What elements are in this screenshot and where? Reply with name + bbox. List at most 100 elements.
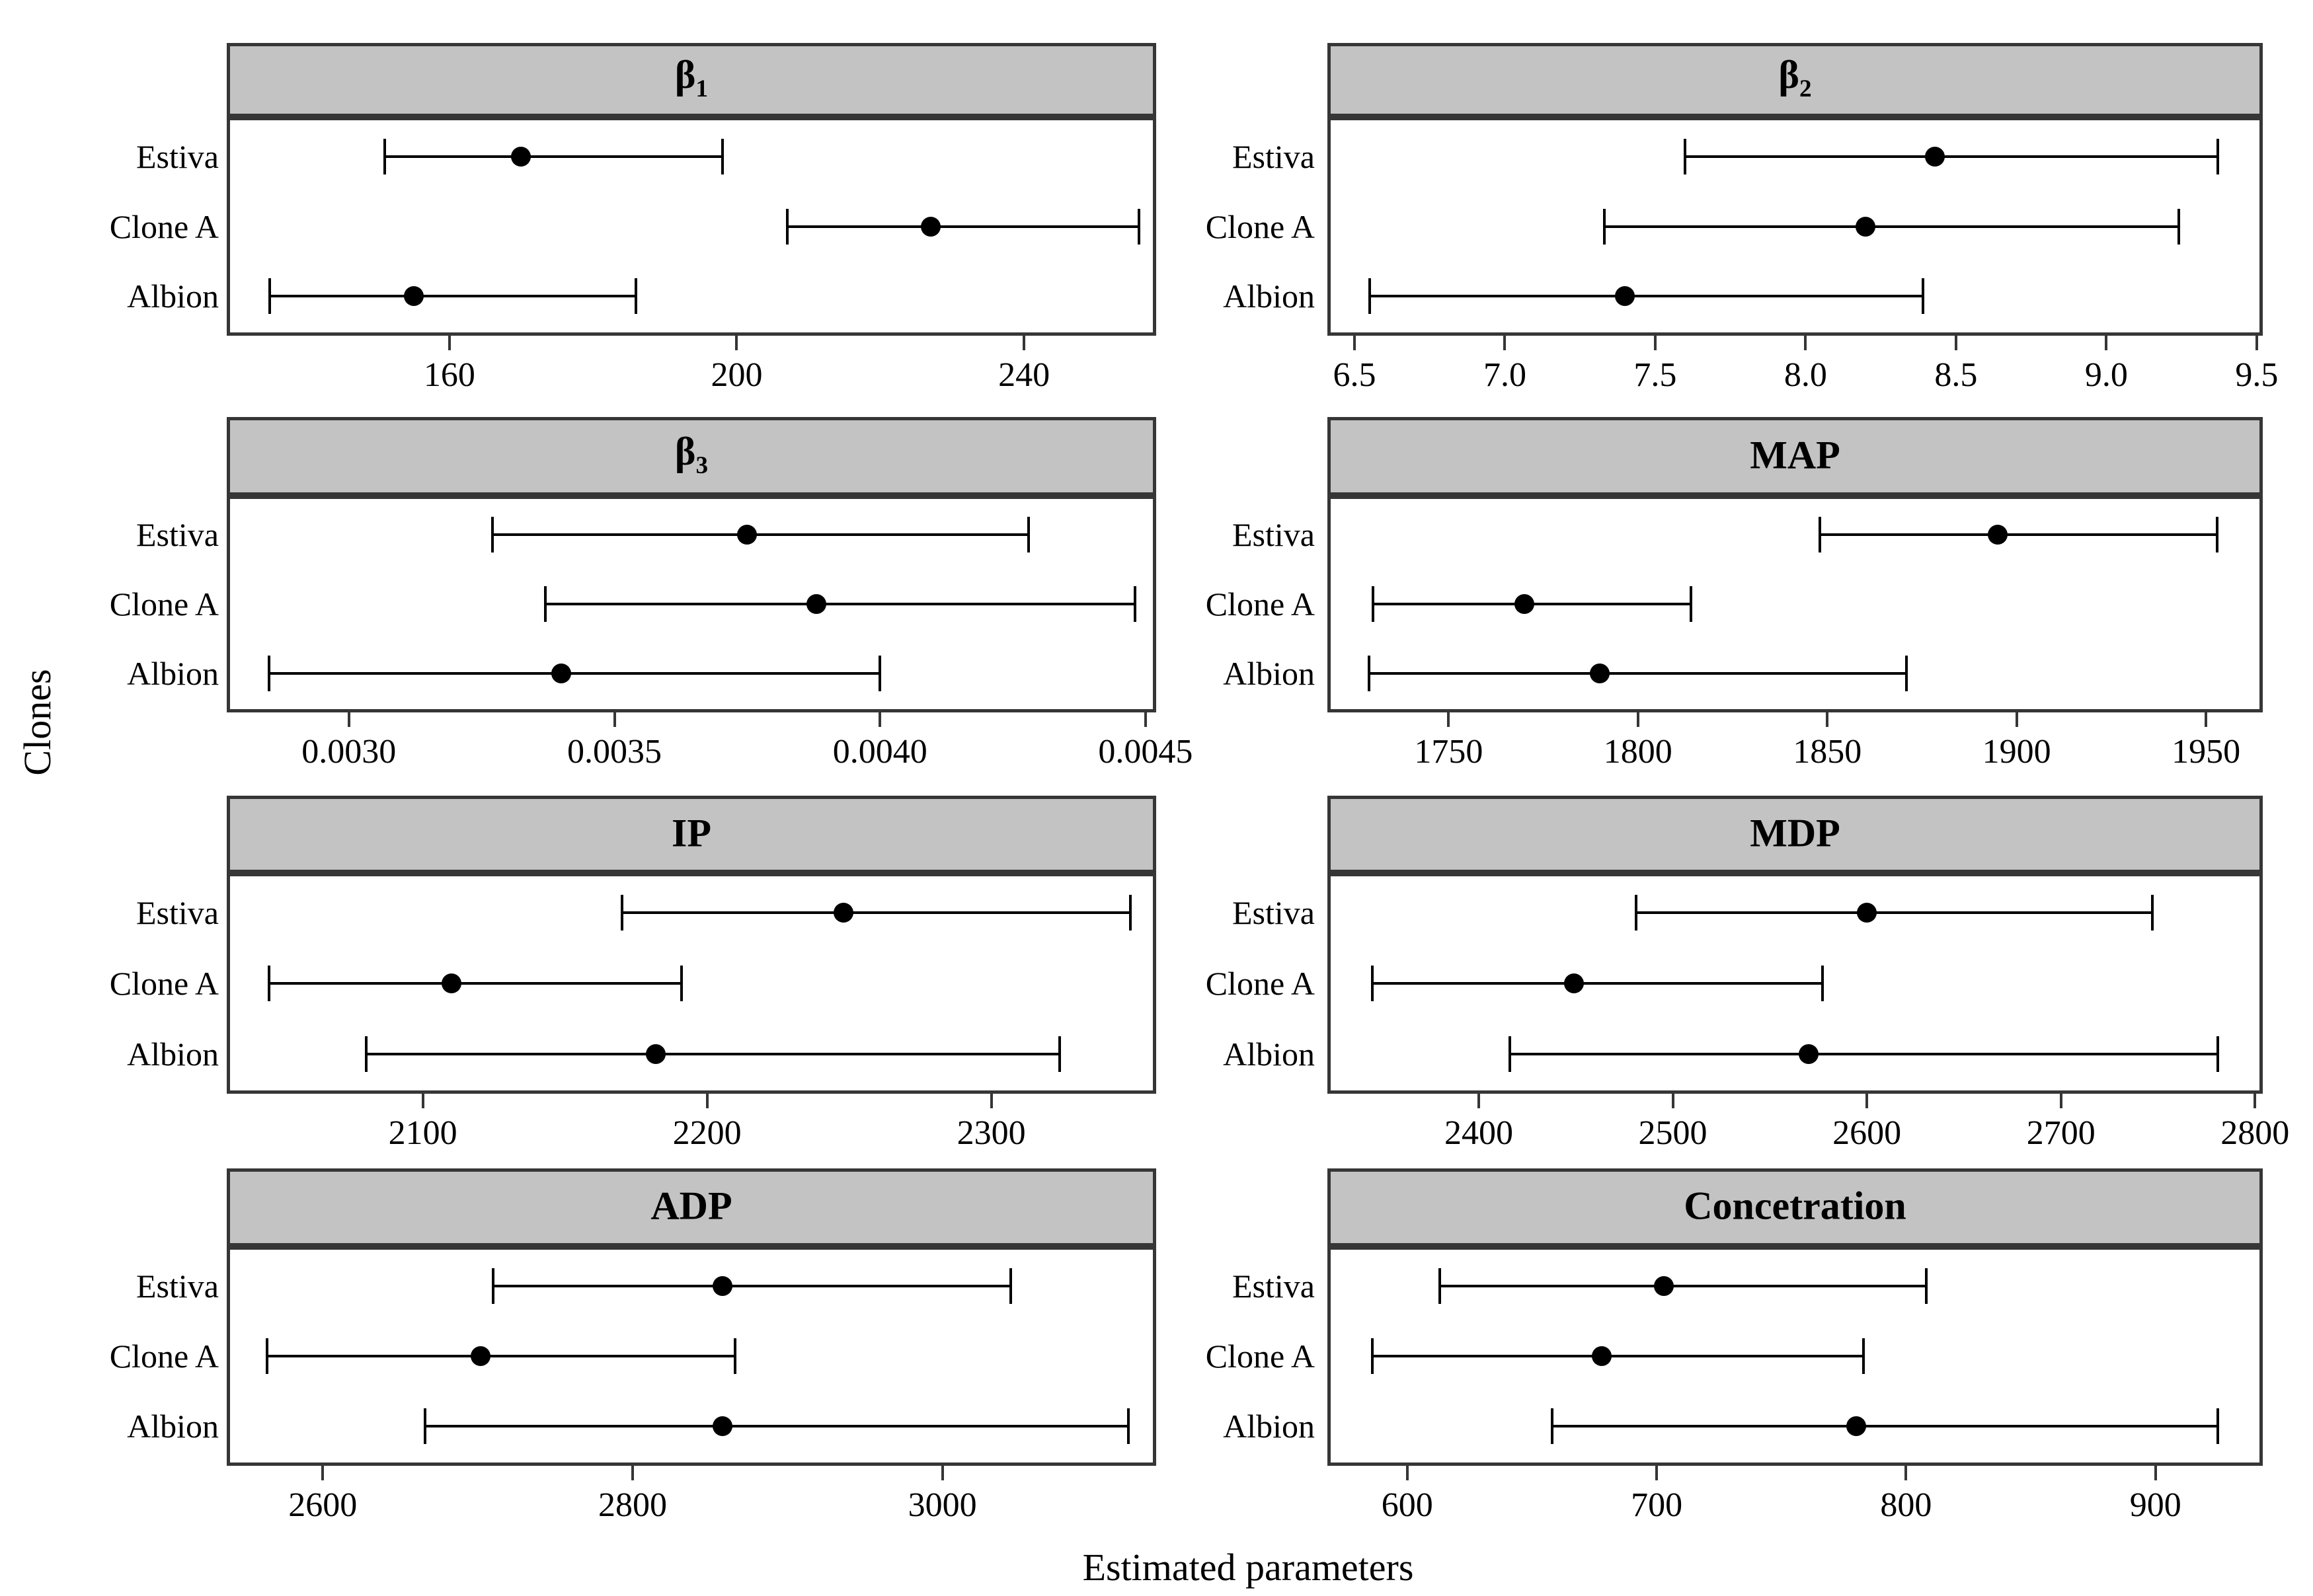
- error-bar-cap-left: [1371, 586, 1374, 622]
- error-bar-cap-right: [2216, 1408, 2220, 1445]
- error-bar-cap-left: [268, 655, 271, 691]
- clone-label: Albion: [1223, 654, 1315, 692]
- axis-tick-label: 8.5: [1934, 356, 1978, 394]
- clone-label: Albion: [127, 654, 219, 692]
- error-bar-line: [545, 603, 1135, 605]
- axis-tick-label: 1900: [1982, 733, 2051, 771]
- error-bar-cap-right: [1137, 208, 1140, 245]
- point-estimate: [471, 1346, 491, 1366]
- panel-title: β1: [230, 55, 1153, 101]
- error-bar-line: [385, 155, 723, 158]
- axis-tick-label: 1850: [1793, 733, 1862, 771]
- error-bar-cap-right: [1821, 966, 1824, 1001]
- error-bar-cap-right: [2177, 208, 2180, 245]
- axis-tick-label: 160: [423, 356, 475, 394]
- axis-tick: [1954, 336, 1957, 350]
- clone-label: Clone A: [109, 965, 219, 1002]
- point-estimate: [1514, 594, 1534, 614]
- axis-tick-label: 2700: [2026, 1114, 2096, 1152]
- axis-tick: [631, 1466, 634, 1480]
- error-bar-cap-right: [680, 966, 683, 1001]
- axis-tick: [2015, 712, 2018, 727]
- panel-title-subscript: 1: [695, 75, 709, 103]
- clone-label: Estiva: [1232, 894, 1315, 932]
- error-bar-cap-left: [423, 1408, 426, 1445]
- axis-tick: [1904, 1466, 1908, 1480]
- axis-tick-label: 3000: [908, 1486, 977, 1524]
- error-bar-cap-right: [635, 278, 638, 315]
- axis-tick-label: 900: [2129, 1486, 2181, 1524]
- axis-tick-label: 2800: [598, 1486, 667, 1524]
- axis-tick: [1655, 1466, 1659, 1480]
- error-bar-cap-right: [2150, 895, 2154, 931]
- axis-tick: [2205, 712, 2208, 727]
- error-bar-cap-left: [620, 895, 623, 931]
- error-bar-line: [787, 225, 1139, 228]
- point-estimate: [737, 525, 758, 545]
- axis-tick: [1023, 336, 1026, 350]
- clone-label: Albion: [127, 1035, 219, 1073]
- axis-tick-label: 240: [998, 356, 1050, 394]
- axis-tick: [879, 712, 882, 727]
- axis-tick: [448, 336, 451, 350]
- error-bar-cap-left: [1368, 278, 1371, 315]
- axis-tick-label: 200: [711, 356, 763, 394]
- error-bar-cap-left: [364, 1036, 368, 1072]
- error-bar-line: [1369, 295, 1923, 298]
- panel-strip: β1: [227, 43, 1156, 117]
- panel-title: IP: [230, 813, 1153, 853]
- axis-tick: [705, 1094, 709, 1108]
- point-estimate: [511, 146, 531, 167]
- error-bar-line: [1372, 982, 1823, 985]
- axis-tick: [2254, 1094, 2257, 1108]
- panel-title-subscript: 3: [695, 451, 709, 479]
- axis-tick: [1636, 712, 1639, 727]
- error-bar-cap-left: [490, 517, 494, 553]
- error-bar-line: [269, 982, 682, 985]
- panel-title: β3: [230, 432, 1153, 478]
- error-bar-line: [1439, 1284, 1926, 1287]
- error-bar-line: [1372, 1355, 1864, 1357]
- error-bar-cap-left: [1818, 517, 1821, 553]
- error-bar-cap-right: [2216, 138, 2219, 174]
- axis-tick: [941, 1466, 944, 1480]
- point-estimate: [646, 1044, 666, 1064]
- error-bar-cap-left: [268, 966, 271, 1001]
- axis-tick: [1405, 1466, 1409, 1480]
- axis-tick-label: 7.0: [1483, 356, 1526, 394]
- error-bar-line: [270, 295, 637, 298]
- axis-tick: [735, 336, 738, 350]
- clone-label: Clone A: [109, 208, 219, 245]
- axis-tick-label: 0.0045: [1098, 733, 1193, 771]
- point-estimate: [1590, 663, 1610, 683]
- panel-title: β2: [1331, 55, 2259, 101]
- axis-tick: [1477, 1094, 1480, 1108]
- axis-tick: [1144, 712, 1147, 727]
- error-bar-cap-right: [1905, 655, 1908, 691]
- point-estimate: [551, 663, 572, 683]
- point-estimate: [1987, 525, 2008, 545]
- error-bar-cap-right: [1058, 1036, 1061, 1072]
- axis-tick-label: 700: [1631, 1486, 1683, 1524]
- error-bar-cap-left: [544, 586, 547, 622]
- axis-tick: [1353, 336, 1356, 350]
- panel-strip: MAP: [1327, 417, 2263, 496]
- axis-tick: [1503, 336, 1507, 350]
- axis-tick: [1447, 712, 1450, 727]
- axis-tick-label: 2500: [1638, 1114, 1707, 1152]
- x-axis-title: Estimated parameters: [1082, 1546, 1414, 1589]
- error-bar-line: [266, 1355, 735, 1357]
- error-bar-cap-right: [1126, 1408, 1130, 1445]
- error-bar-cap-right: [721, 138, 724, 174]
- axis-tick: [613, 712, 616, 727]
- panel-title-text: β: [1778, 53, 1800, 97]
- error-bar-cap-left: [1602, 208, 1606, 245]
- point-estimate: [403, 286, 424, 307]
- error-bar-cap-right: [1027, 517, 1031, 553]
- clone-label: Clone A: [1205, 965, 1315, 1002]
- error-bar-cap-right: [1133, 586, 1136, 622]
- panel-strip: Concetration: [1327, 1168, 2263, 1246]
- error-bar-cap-left: [1634, 895, 1637, 931]
- panel-strip: β3: [227, 417, 1156, 496]
